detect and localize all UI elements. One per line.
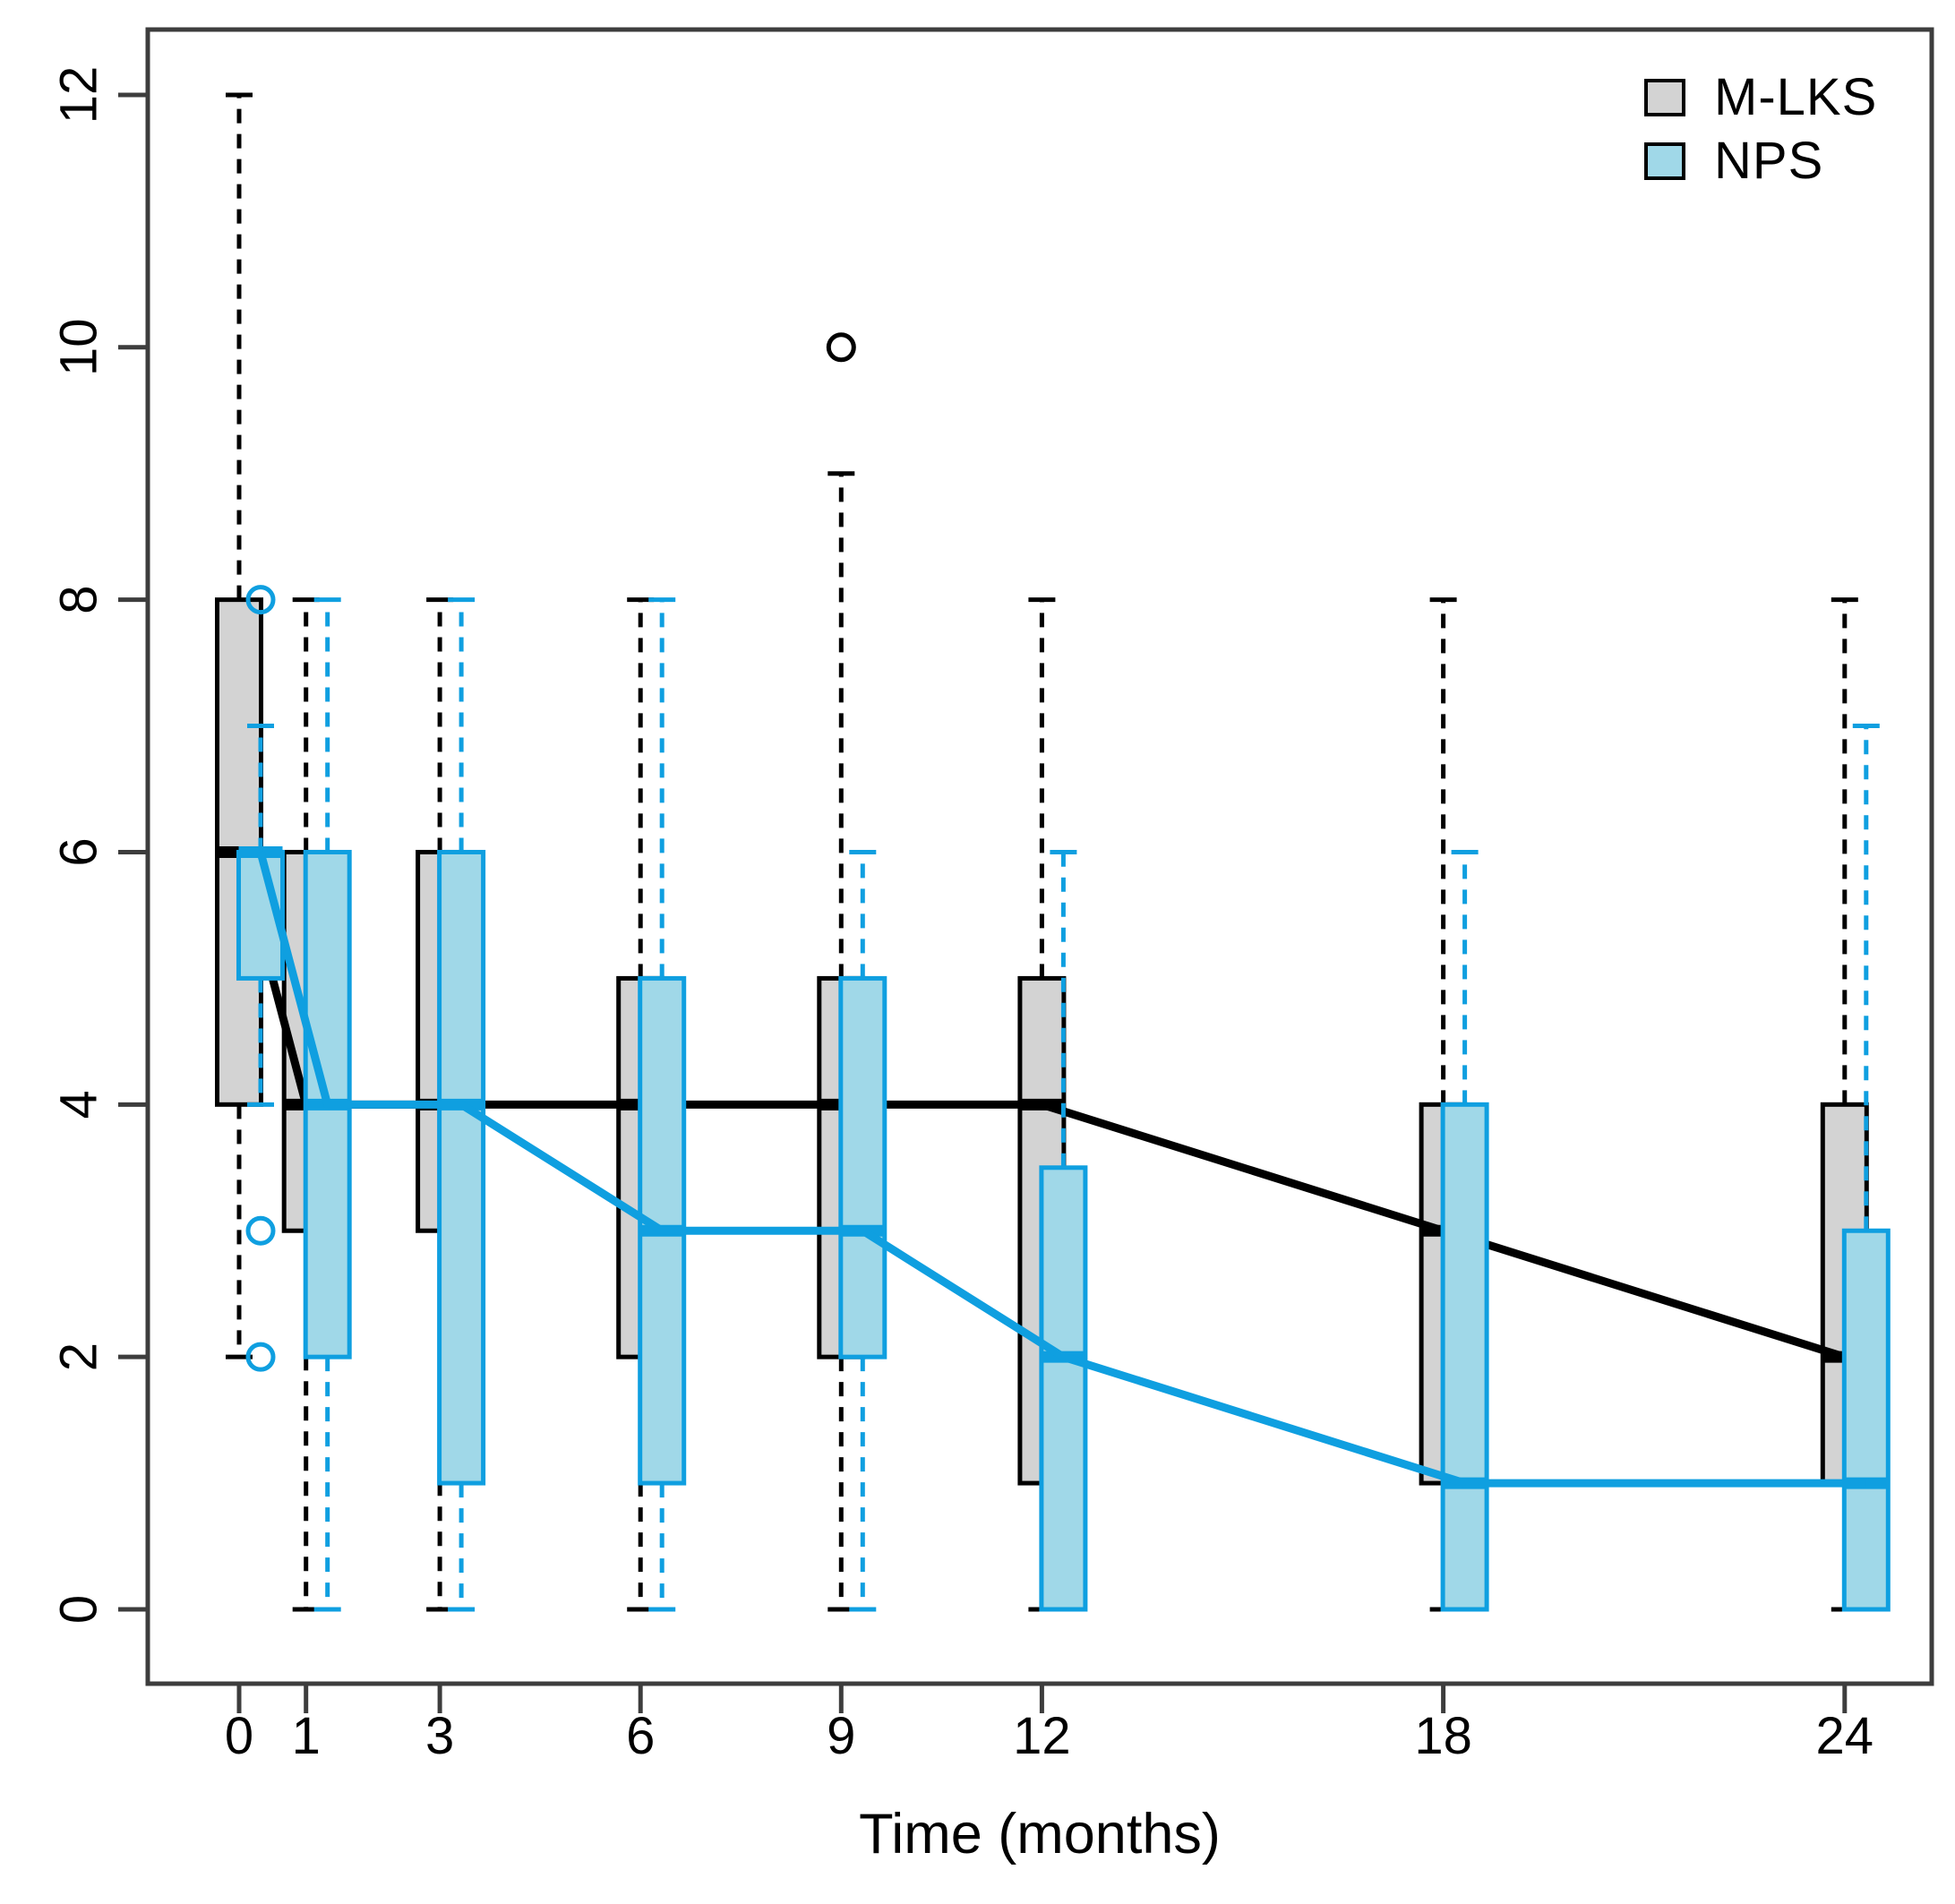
box-nps-9: [838, 975, 887, 1359]
y-tick-label-6: 6: [50, 837, 108, 866]
box-nps-0: [236, 849, 285, 981]
outlier-nps-0-2: [245, 1342, 276, 1372]
y-tick-label-2: 2: [50, 1342, 108, 1371]
x-tick-label-12: 12: [1013, 1707, 1071, 1765]
x-tick-label-9: 9: [827, 1707, 855, 1765]
outlier-m-lks-9-10: [826, 332, 856, 363]
box-nps-18: [1440, 1102, 1489, 1612]
x-tick-label-3: 3: [425, 1707, 454, 1765]
x-tick-label-0: 0: [225, 1707, 253, 1765]
m-lks-swatch-icon: [1644, 79, 1685, 116]
outlier-nps-0-8: [245, 585, 276, 615]
y-axis: 0 2 4 6 8 10 12: [50, 66, 148, 1624]
y-tick-label-4: 4: [50, 1090, 108, 1119]
x-axis: 0 1 3 6 9 12 18 24: [225, 1684, 1874, 1765]
box-nps-3: [437, 849, 486, 1486]
x-tick-label-18: 18: [1414, 1707, 1472, 1765]
box-nps-12: [1039, 1165, 1088, 1612]
y-tick-label-8: 8: [50, 586, 108, 614]
outliers: [245, 332, 856, 1372]
legend: M-LKS NPS: [1644, 72, 1877, 187]
legend-item-nps: NPS: [1644, 135, 1877, 187]
x-tick-label-6: 6: [626, 1707, 655, 1765]
y-tick-label-12: 12: [50, 66, 108, 124]
legend-item-m-lks: M-LKS: [1644, 72, 1877, 124]
y-tick-label-0: 0: [50, 1595, 108, 1624]
x-tick-label-1: 1: [292, 1707, 321, 1765]
x-axis-title: Time (months): [859, 1803, 1221, 1865]
box-nps-24: [1841, 1228, 1891, 1612]
median-trend-nps: [256, 851, 1866, 1488]
nps-swatch-icon: [1644, 142, 1685, 180]
legend-label-nps: NPS: [1714, 132, 1824, 190]
x-tick-label-24: 24: [1816, 1707, 1874, 1765]
y-tick-label-10: 10: [50, 319, 108, 377]
outlier-nps-0-3: [245, 1215, 276, 1246]
legend-label-m-lks: M-LKS: [1714, 68, 1878, 126]
